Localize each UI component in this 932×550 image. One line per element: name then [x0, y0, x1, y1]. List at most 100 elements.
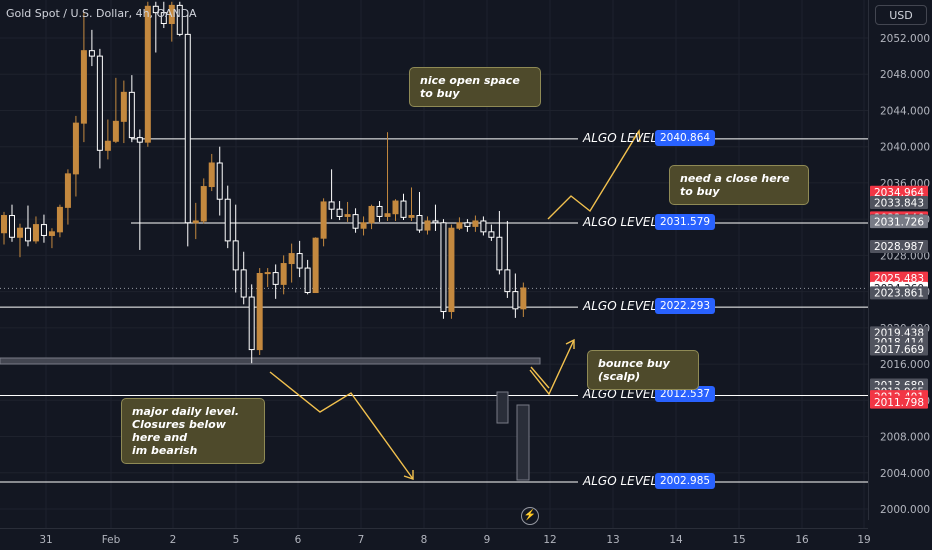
- candle-body: [304, 267, 311, 294]
- arrow-bounce-tail: [530, 366, 550, 389]
- arrow-up-projection: [547, 130, 640, 220]
- candle-body: [32, 224, 39, 242]
- candle-body: [448, 227, 455, 313]
- candle-body: [176, 4, 183, 35]
- price-badge: [870, 185, 928, 199]
- daily-level-zone: [0, 357, 541, 365]
- time-axis[interactable]: [0, 528, 868, 550]
- projection-arrows: [269, 128, 641, 480]
- time-tick-label: 19: [857, 534, 870, 546]
- time-tick-label: 5: [233, 534, 240, 546]
- price-badge-label: 2023.861: [874, 288, 924, 300]
- price-badge-label: 2028.987: [874, 241, 924, 253]
- candle-body: [360, 222, 367, 229]
- time-tick-label: 31: [39, 534, 52, 546]
- algo-level-value-badge[interactable]: 2031.579: [655, 213, 716, 230]
- candle-body: [1, 215, 7, 234]
- price-tick-label: 2052.000: [880, 33, 930, 45]
- candle-body: [312, 237, 319, 294]
- candle-body: [112, 120, 119, 142]
- candle-body: [472, 220, 479, 227]
- algo-level-label: ALGO LEVEL: [583, 299, 658, 314]
- price-tick-label: 2044.000: [880, 105, 930, 117]
- price-tick-label: 2008.000: [880, 432, 930, 444]
- candle-body: [80, 50, 87, 124]
- candle-body: [392, 200, 399, 215]
- candle-body: [184, 33, 191, 224]
- price-badge: [870, 395, 928, 409]
- algo-level-label: ALGO LEVEL: [583, 130, 658, 145]
- note-bounce-buy[interactable]: bounce buy (scalp): [587, 350, 699, 390]
- candle-body: [192, 220, 199, 224]
- candle-body: [256, 272, 263, 351]
- price-tick-label: 2048.000: [880, 69, 930, 81]
- candle-body: [248, 296, 255, 351]
- candle-body: [480, 220, 487, 233]
- candle-body: [48, 231, 55, 236]
- time-tick-label: 8: [421, 534, 428, 546]
- price-badge-label: 2033.843: [874, 197, 924, 209]
- note-major-daily-level[interactable]: major daily level. Closures below here a…: [121, 398, 265, 464]
- candle-body: [424, 220, 431, 231]
- price-badge: [870, 239, 928, 253]
- algo-level-value-badge[interactable]: 2012.537: [655, 386, 716, 403]
- price-tick-label: 2040.000: [880, 142, 930, 154]
- candle-body: [120, 91, 127, 122]
- price-tick-label: 2016.000: [880, 359, 930, 371]
- time-tick-label: 7: [358, 534, 365, 546]
- time-tick-label: 16: [795, 534, 809, 546]
- arrow-down-projection: [269, 371, 414, 480]
- price-tick-label: 2004.000: [880, 468, 930, 480]
- algo-level-lines: [0, 138, 868, 483]
- candle-body: [320, 201, 327, 239]
- candle-body: [152, 5, 159, 14]
- candle-body: [72, 122, 79, 175]
- candle-body: [376, 205, 383, 217]
- candle-body: [400, 200, 407, 218]
- candle-body: [464, 222, 471, 227]
- algo-level-value-badge[interactable]: 2040.864: [655, 129, 716, 146]
- algo-level-value-badge[interactable]: 2022.293: [655, 298, 716, 315]
- price-badge: [870, 195, 928, 209]
- candle-body: [16, 227, 23, 238]
- algo-level-label: ALGO LEVEL: [583, 214, 658, 229]
- price-badge: [870, 342, 928, 356]
- candle-body: [168, 4, 175, 25]
- candle-body: [240, 269, 247, 298]
- note-need-close[interactable]: need a close here to buy: [669, 165, 809, 205]
- candle-body: [128, 91, 135, 139]
- note-open-space[interactable]: nice open space to buy: [409, 67, 541, 107]
- price-badge-label: 2031.726: [874, 216, 924, 228]
- currency-button[interactable]: USD: [875, 5, 927, 25]
- target-zone-1: [496, 391, 509, 424]
- arrow-bounce-head: [565, 338, 575, 349]
- candle-body: [216, 162, 223, 200]
- time-tick-label: 13: [606, 534, 619, 546]
- candle-body: [24, 227, 31, 242]
- target-zone-2: [516, 404, 530, 481]
- arrow-down-head: [403, 470, 414, 480]
- arrow-bounce-projection: [529, 339, 575, 396]
- candle-body: [8, 215, 15, 238]
- candle-body: [280, 263, 287, 285]
- candles[interactable]: [1, 1, 527, 364]
- candle-body: [368, 205, 375, 224]
- time-tick-label: 12: [543, 534, 556, 546]
- candle-body: [40, 224, 47, 236]
- candle-body: [64, 173, 71, 208]
- candle-body: [200, 186, 207, 222]
- algo-level-label: ALGO LEVEL: [583, 473, 658, 488]
- price-tick-label: 2000.000: [880, 504, 930, 516]
- price-badge-label: 2017.669: [874, 344, 924, 356]
- candle-body: [104, 140, 111, 151]
- price-axis[interactable]: [868, 0, 932, 520]
- symbol-title[interactable]: Gold Spot / U.S. Dollar, 4h, OANDA: [6, 7, 197, 20]
- candle-body: [432, 220, 439, 224]
- candle-body: [160, 12, 167, 25]
- algo-level-label: ALGO LEVEL: [583, 387, 658, 402]
- algo-level-value-badge[interactable]: 2002.985: [655, 472, 716, 489]
- candle-body: [416, 215, 423, 231]
- flash-icon[interactable]: ⚡: [521, 507, 539, 525]
- candle-body: [56, 206, 63, 233]
